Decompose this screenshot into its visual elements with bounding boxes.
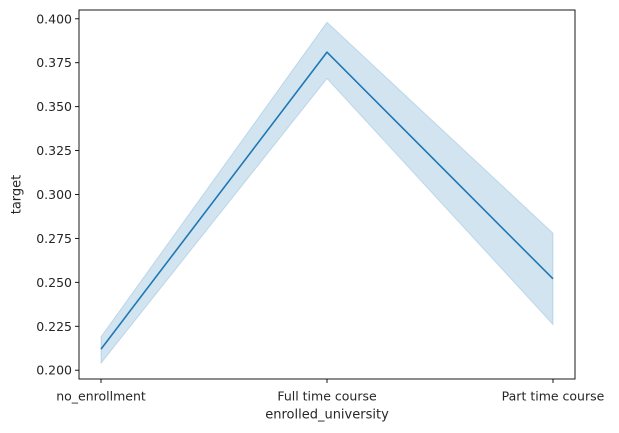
confidence-band: [100, 21, 554, 365]
plot-area: [100, 21, 554, 365]
y-tick-label: 0.275: [36, 231, 72, 246]
x-tick-label: Full time course: [277, 389, 377, 404]
y-tick-label: 0.400: [36, 11, 72, 26]
y-tick-label: 0.350: [36, 99, 72, 114]
y-axis-label: target: [10, 175, 25, 215]
x-axis: no_enrollment Full time course Part time c…: [56, 379, 605, 404]
y-tick-label: 0.200: [36, 363, 72, 378]
x-axis-label: enrolled_university: [265, 408, 389, 423]
y-tick-label: 0.375: [36, 55, 72, 70]
y-tick-label: 0.300: [36, 187, 72, 202]
y-tick-label: 0.225: [36, 319, 72, 334]
y-tick-label: 0.250: [36, 275, 72, 290]
series-line: [100, 51, 554, 350]
y-tick-label: 0.325: [36, 143, 72, 158]
x-tick-label: Part time course: [502, 389, 605, 404]
y-axis: 0.200 0.225 0.250 0.275 0.300 0.325 0.350 0.375…: [36, 11, 79, 378]
x-tick-label: no_enrollment: [56, 389, 146, 404]
